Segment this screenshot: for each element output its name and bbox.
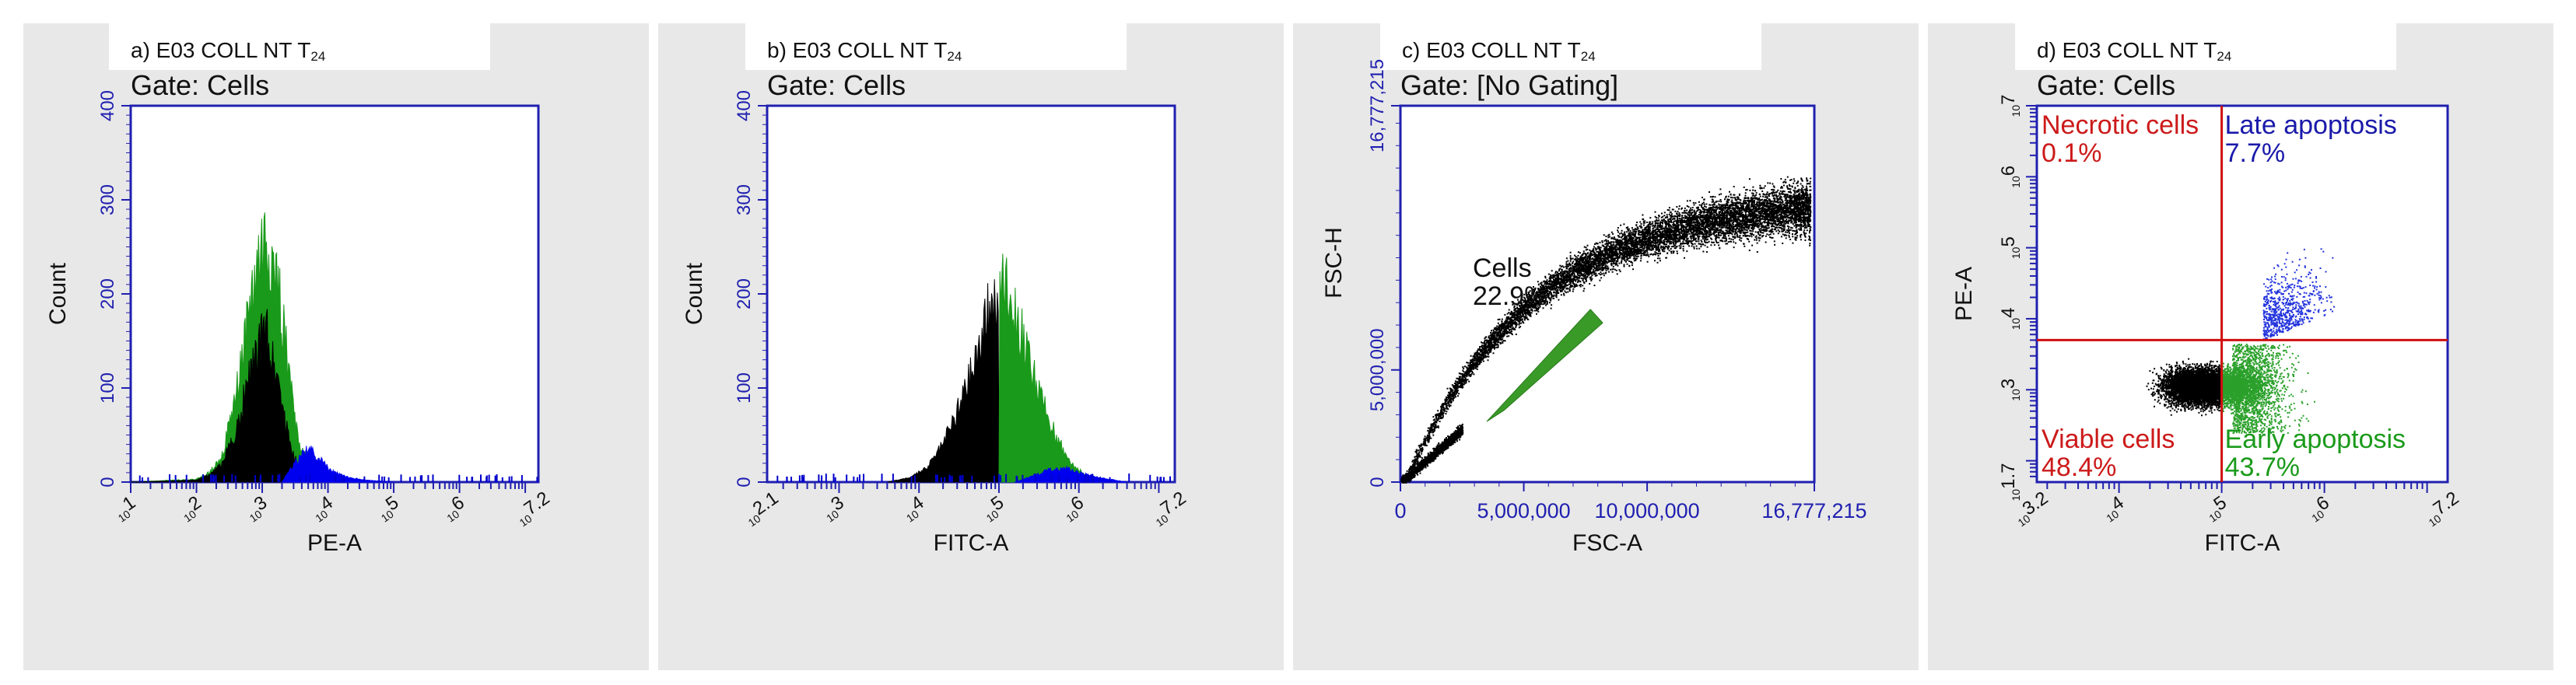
panel-b: b) E03 COLL NT T24 Gate: Cells 0 100 200 300 4… — [658, 23, 1284, 670]
y-axis-label: Count — [45, 262, 71, 325]
x-tick-label: 16,777,215 — [1761, 499, 1866, 522]
x-axis-label: FSC-A — [1572, 530, 1642, 556]
gate-label: Gate: Cells — [767, 69, 906, 101]
y-tick-label: 16,777,215 — [1367, 59, 1388, 152]
x-tick-label: 105 — [372, 492, 404, 525]
cells-gate — [1486, 309, 1603, 422]
panel-title-box — [109, 23, 490, 70]
viable-cells-label: Viable cells — [2042, 425, 2175, 454]
x-axis-label: FITC-A — [934, 530, 1009, 556]
y-tick-label: 107 — [1998, 95, 2022, 117]
y-tick-label: 0 — [734, 477, 755, 487]
x-axis-label: FITC-A — [2205, 530, 2280, 556]
viable-cells-percent: 48.4% — [2042, 453, 2116, 482]
y-tick-label: 103 — [1998, 379, 2022, 401]
necrotic-cells-percent: 0.1% — [2042, 138, 2102, 168]
y-axis-label: PE-A — [1951, 267, 1977, 321]
y-axis-label: Count — [682, 262, 707, 325]
histogram-blue-tail — [281, 446, 394, 483]
y-tick-label: 0 — [1367, 477, 1388, 487]
panel-d: d) E03 COLL NT T24 Gate: Cells Necrotic ce… — [1928, 23, 2553, 670]
x-tick-label: 0 — [1394, 499, 1406, 522]
panel-title: c) E03 COLL NT T24 — [1402, 38, 1596, 64]
y-tick-label: 400 — [97, 90, 118, 121]
y-axis-label: FSC-H — [1321, 227, 1347, 299]
panel-title: b) E03 COLL NT T24 — [767, 38, 962, 64]
x-tick-label: 10,000,000 — [1595, 499, 1700, 522]
panel-title: a) E03 COLL NT T24 — [131, 38, 325, 64]
x-tick-label: 5,000,000 — [1477, 499, 1570, 522]
events-late-apoptosis — [2262, 248, 2335, 341]
late-apoptosis-label: Late apoptosis — [2225, 110, 2397, 140]
y-tick-label: 200 — [734, 278, 755, 309]
panel-c: c) E03 COLL NT T24 Gate: [No Gating] Cells… — [1293, 23, 1919, 670]
y-tick-label: 300 — [734, 184, 755, 215]
y-tick-label: 105 — [1998, 236, 2022, 259]
y-tick-label: 106 — [1998, 166, 2022, 188]
necrotic-cells-label: Necrotic cells — [2042, 110, 2199, 140]
gate-name: Cells — [1473, 253, 1532, 283]
gate-label: Gate: Cells — [2037, 69, 2175, 101]
events-early-apoptosis — [2221, 344, 2315, 434]
gate-percent: 22.9% — [1473, 281, 1547, 311]
histogram-black-population — [131, 309, 328, 483]
gate-label: Gate: [No Gating] — [1400, 69, 1618, 101]
panel-title-box — [1380, 23, 1761, 70]
y-tick-label: 300 — [97, 184, 118, 215]
y-tick-label: 0 — [97, 477, 118, 487]
y-tick-label: 100 — [97, 372, 118, 404]
histogram-black-population — [886, 279, 1000, 483]
y-tick-label: 101.7 — [1998, 463, 2022, 502]
late-apoptosis-percent: 7.7% — [2225, 138, 2286, 168]
gate-label: Gate: Cells — [131, 69, 269, 101]
y-tick-label: 104 — [1998, 307, 2022, 330]
plot-area — [1399, 104, 1816, 484]
y-tick-label: 100 — [734, 372, 755, 404]
y-tick-label: 200 — [97, 278, 118, 309]
y-tick-label: 400 — [734, 90, 755, 121]
panel-title-box — [2015, 23, 2396, 70]
y-tick-label: 5,000,000 — [1367, 328, 1388, 411]
panel-title: d) E03 COLL NT T24 — [2037, 38, 2231, 64]
early-apoptosis-percent: 43.7% — [2225, 453, 2300, 482]
scatter-events-dense — [1400, 423, 1464, 484]
early-apoptosis-label: Early apoptosis — [2225, 425, 2406, 454]
plot-area — [129, 104, 540, 484]
scatter-events — [1407, 176, 1812, 480]
panel-title-box — [745, 23, 1127, 70]
panel-a: a) E03 COLL NT T24 Gate: Cells 0 100 200 300 4… — [23, 23, 649, 670]
events-viable — [2146, 358, 2224, 417]
x-axis-label: PE-A — [307, 530, 362, 556]
